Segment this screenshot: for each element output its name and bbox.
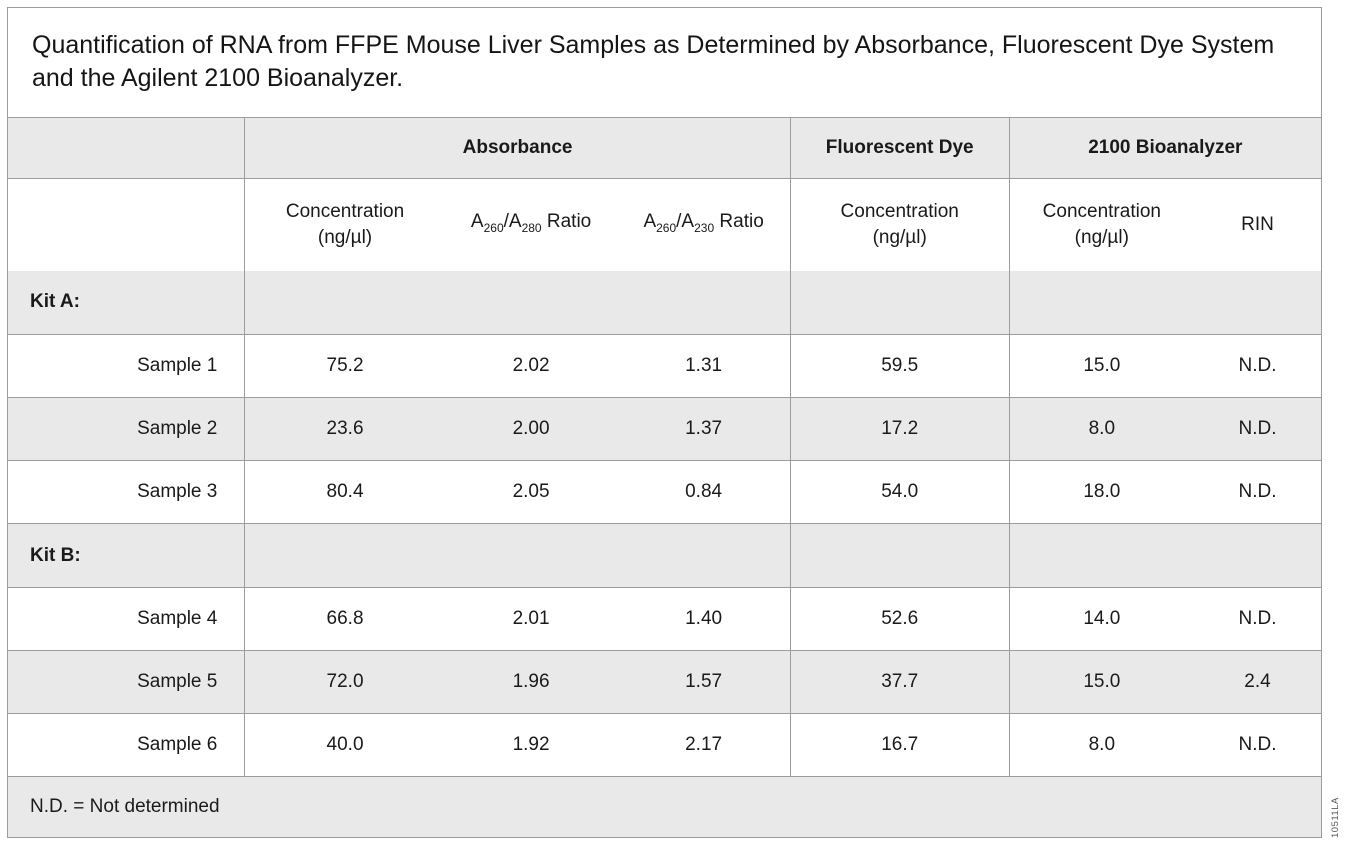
ratio-subscript: 260 xyxy=(483,220,504,235)
kit-row-spacer xyxy=(1009,523,1321,588)
footnote-row: N.D. = Not determined xyxy=(8,776,1321,837)
cell-rin: N.D. xyxy=(1238,608,1277,629)
cell-a260-a280: 2.00 xyxy=(444,397,618,461)
table-row-sample-2: Sample 2 23.6 2.00 1.37 17.2 8.0 N.D. xyxy=(8,397,1321,461)
cell-rin: 2.4 xyxy=(1193,650,1321,714)
cell-a260-a230: 1.31 xyxy=(617,334,791,398)
kit-row-spacer xyxy=(244,523,791,588)
cell-bio-concentration: 15.0 xyxy=(1083,355,1121,376)
table-row-sample-4: Sample 4 66.8 2.01 1.40 52.6 14.0 N.D. xyxy=(8,587,1321,651)
cell-fluor-concentration: 54.0 xyxy=(790,460,1010,524)
ratio-base: /A xyxy=(676,210,695,232)
cell-abs-concentration: 40.0 xyxy=(326,734,364,755)
cell-a260-a280: 1.92 xyxy=(512,734,550,755)
cell-bio-concentration: 15.0 xyxy=(1009,650,1194,714)
footnote-text: N.D. = Not determined xyxy=(8,776,1321,837)
cell-fluor-concentration: 59.5 xyxy=(790,334,1010,398)
ratio-base: /A xyxy=(503,210,522,232)
ratio-suffix: Ratio xyxy=(541,210,592,232)
column-header-bioanalyzer-concentration: Concentration (ng/µl) xyxy=(1009,179,1194,271)
rna-quantification-table: Absorbance Fluorescent Dye 2100 Bioanaly… xyxy=(8,117,1321,837)
ratio-subscript: 280 xyxy=(521,220,542,235)
sample-name: Sample 5 xyxy=(8,650,246,714)
cell-a260-a230: 0.84 xyxy=(617,460,791,524)
group-header-row: Absorbance Fluorescent Dye 2100 Bioanaly… xyxy=(8,117,1321,179)
table-row-sample-6: Sample 6 40.0 1.92 2.17 16.7 8.0 N.D. xyxy=(8,713,1321,777)
figure-title-text: Quantification of RNA from FFPE Mouse Li… xyxy=(32,31,1275,92)
kit-row-spacer xyxy=(244,270,791,335)
cell-a260-a230: 2.17 xyxy=(617,713,791,777)
cell-a260-a280: 2.05 xyxy=(512,481,550,502)
section-row-kit-b: Kit B: xyxy=(8,523,1321,588)
sample-name: Sample 2 xyxy=(8,397,246,461)
sample-name: Sample 6 xyxy=(8,713,246,777)
cell-a260-a230: 1.37 xyxy=(617,397,791,461)
kit-row-spacer xyxy=(790,270,1010,335)
cell-rin: N.D. xyxy=(1238,481,1277,502)
cell-a260-a230: 1.57 xyxy=(617,650,791,714)
section-row-kit-a: Kit A: xyxy=(8,270,1321,335)
column-header-fluorescent-concentration: Concentration (ng/µl) xyxy=(790,178,1010,271)
column-header-line: Concentration xyxy=(285,200,405,222)
table-row-sample-1: Sample 1 75.2 2.02 1.31 59.5 15.0 N.D. xyxy=(8,334,1321,398)
cell-bio-concentration: 8.0 xyxy=(1009,397,1194,461)
cell-abs-concentration: 80.4 xyxy=(326,481,364,502)
table-row-sample-5: Sample 5 72.0 1.96 1.57 37.7 15.0 2.4 xyxy=(8,650,1321,714)
column-header-a260-a230-ratio: A260/A230 Ratio xyxy=(617,178,791,271)
kit-row-spacer xyxy=(1009,270,1321,335)
rna-quantification-figure: Quantification of RNA from FFPE Mouse Li… xyxy=(7,7,1322,838)
sample-name: Sample 1 xyxy=(8,334,246,398)
column-header-rin: RIN xyxy=(1241,213,1274,235)
cell-abs-concentration: 66.8 xyxy=(326,608,364,629)
cell-a260-a280: 2.01 xyxy=(512,608,550,629)
column-header-line: (ng/µl) xyxy=(317,226,373,248)
sample-name: Sample 4 xyxy=(8,587,246,651)
cell-a260-a280: 2.02 xyxy=(512,355,550,376)
ratio-base: A xyxy=(643,210,657,232)
cell-abs-concentration: 23.6 xyxy=(244,397,445,461)
kit-row-spacer xyxy=(790,523,1010,588)
cell-bio-concentration: 8.0 xyxy=(1088,734,1116,755)
figure-title: Quantification of RNA from FFPE Mouse Li… xyxy=(8,8,1321,117)
column-header-line: (ng/µl) xyxy=(872,226,927,248)
column-header-line: Concentration xyxy=(1042,200,1161,222)
group-header-2100-bioanalyzer: 2100 Bioanalyzer xyxy=(1009,117,1321,179)
group-header-fluorescent-dye: Fluorescent Dye xyxy=(790,117,1010,179)
cell-rin: N.D. xyxy=(1193,397,1321,461)
column-header-absorbance-concentration: Concentration (ng/µl) xyxy=(245,179,445,271)
sample-name: Sample 3 xyxy=(8,460,246,524)
cell-abs-concentration: 75.2 xyxy=(326,355,364,376)
column-header-line: Concentration xyxy=(840,200,959,222)
column-header-a260-a280-ratio: A260/A280 Ratio xyxy=(445,179,618,271)
cell-fluor-concentration: 17.2 xyxy=(790,397,1010,461)
table-row-sample-3: Sample 3 80.4 2.05 0.84 54.0 18.0 N.D. xyxy=(8,460,1321,524)
column-header-empty xyxy=(8,178,246,271)
column-header-line: (ng/µl) xyxy=(1074,226,1129,248)
group-header-absorbance: Absorbance xyxy=(244,117,791,179)
cell-fluor-concentration: 37.7 xyxy=(790,650,1010,714)
cell-bio-concentration: 14.0 xyxy=(1083,608,1121,629)
corner-cell xyxy=(8,117,246,179)
kit-label: Kit A: xyxy=(8,270,246,335)
cell-rin: N.D. xyxy=(1238,734,1277,755)
cell-rin: N.D. xyxy=(1238,355,1277,376)
ratio-suffix: Ratio xyxy=(714,210,764,232)
cell-fluor-concentration: 52.6 xyxy=(790,587,1010,651)
kit-label: Kit B: xyxy=(8,523,246,588)
ratio-base: A xyxy=(470,210,484,232)
cell-a260-a230: 1.40 xyxy=(617,587,791,651)
cell-abs-concentration: 72.0 xyxy=(244,650,445,714)
cell-a260-a280: 1.96 xyxy=(444,650,618,714)
column-header-row: Concentration (ng/µl) A260/A280 Ratio A2… xyxy=(8,178,1321,271)
figure-number-watermark: 10511LA xyxy=(1330,797,1341,838)
ratio-subscript: 260 xyxy=(656,220,677,235)
ratio-subscript: 230 xyxy=(694,220,715,235)
cell-bio-concentration: 18.0 xyxy=(1083,481,1121,502)
cell-fluor-concentration: 16.7 xyxy=(790,713,1010,777)
